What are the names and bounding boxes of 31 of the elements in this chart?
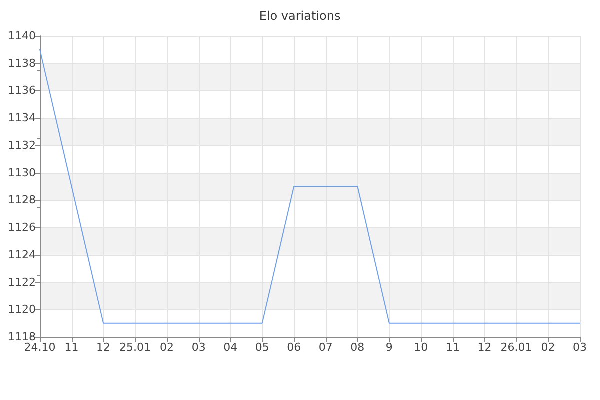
x-tick-label: 11 xyxy=(64,341,79,354)
x-tick-label: 9 xyxy=(386,341,393,354)
chart-title: Elo variations xyxy=(259,9,341,23)
x-tick-label: 04 xyxy=(224,341,238,354)
x-tick-label: 12 xyxy=(478,341,492,354)
y-tick-label: 1122 xyxy=(8,276,36,289)
x-tick-label: 07 xyxy=(318,341,333,354)
y-tick-label: 1118 xyxy=(8,330,36,344)
x-tick-label: 05 xyxy=(255,341,270,354)
x-tick-label: 12 xyxy=(96,341,111,354)
x-tick-label: 26.01 xyxy=(500,341,532,354)
y-tick-label: 1134 xyxy=(8,112,36,125)
y-tick-label: 1136 xyxy=(8,84,36,98)
x-tick-label: 02 xyxy=(541,341,556,354)
x-tick-label: 03 xyxy=(192,341,206,354)
x-tick-label: 08 xyxy=(350,341,365,354)
x-tick-label: 06 xyxy=(287,341,302,354)
y-tick-label: 1128 xyxy=(8,194,36,207)
y-tick-label: 1130 xyxy=(8,166,36,180)
x-tick-label: 02 xyxy=(160,341,174,354)
y-tick-label: 1132 xyxy=(8,138,36,152)
y-tick-label: 1120 xyxy=(8,303,36,316)
y-tick-label: 1124 xyxy=(8,248,36,262)
y-tick-label: 1126 xyxy=(8,221,36,234)
y-tick-label: 1140 xyxy=(8,30,36,42)
x-tick-label: 10 xyxy=(414,341,428,354)
x-tick-label: 03 xyxy=(573,341,587,354)
y-tick-label: 1138 xyxy=(8,56,36,70)
x-tick-label: 24.10 xyxy=(24,341,56,354)
x-tick-label: 25.01 xyxy=(120,341,152,354)
x-tick-label: 11 xyxy=(446,341,460,354)
